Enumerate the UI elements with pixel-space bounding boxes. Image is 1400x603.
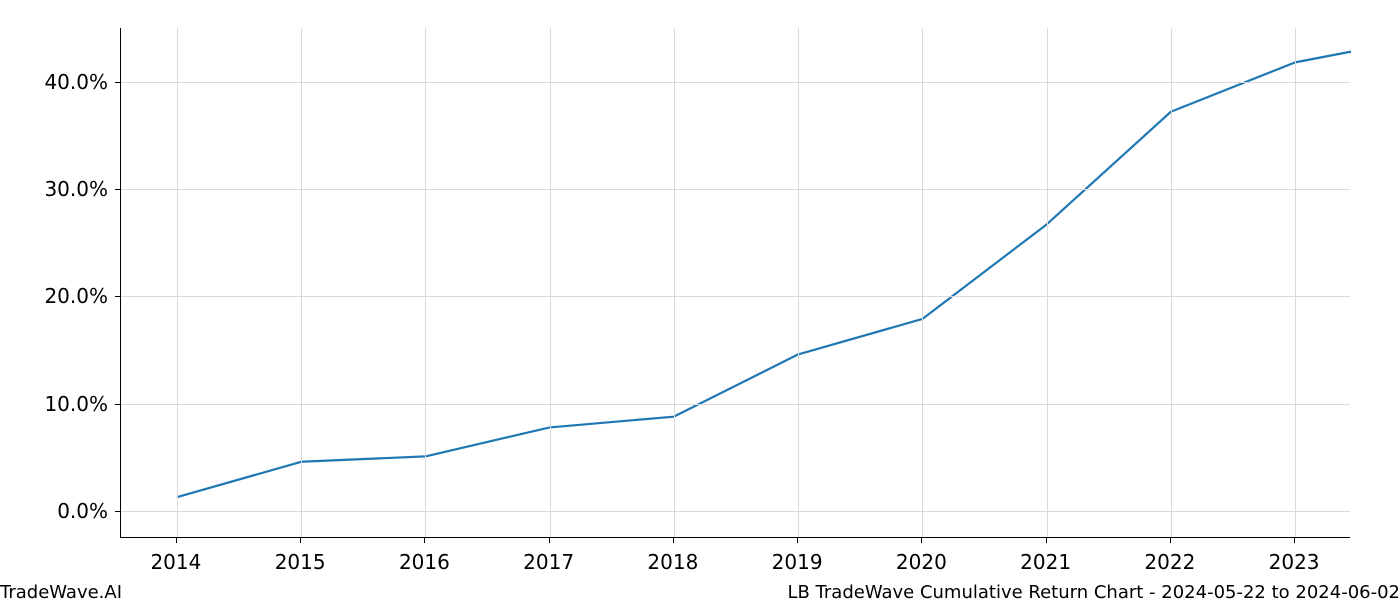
- grid-vertical: [301, 28, 302, 537]
- grid-vertical: [1171, 28, 1172, 537]
- x-tick-mark: [673, 538, 674, 543]
- grid-vertical: [425, 28, 426, 537]
- grid-vertical: [798, 28, 799, 537]
- grid-vertical: [1047, 28, 1048, 537]
- y-tick-label: 30.0%: [44, 177, 108, 201]
- x-tick-label: 2016: [399, 550, 450, 574]
- line-series-svg: [121, 28, 1351, 538]
- x-tick-mark: [921, 538, 922, 543]
- grid-horizontal: [121, 296, 1350, 297]
- y-tick-mark: [115, 296, 120, 297]
- series-cumulative-return: [177, 52, 1351, 498]
- x-tick-mark: [549, 538, 550, 543]
- x-tick-mark: [797, 538, 798, 543]
- y-tick-mark: [115, 82, 120, 83]
- x-tick-label: 2021: [1020, 550, 1071, 574]
- grid-horizontal: [121, 82, 1350, 83]
- y-tick-label: 0.0%: [57, 499, 108, 523]
- y-tick-mark: [115, 189, 120, 190]
- grid-vertical: [177, 28, 178, 537]
- x-tick-label: 2022: [1144, 550, 1195, 574]
- x-tick-label: 2018: [647, 550, 698, 574]
- grid-vertical: [922, 28, 923, 537]
- y-tick-label: 20.0%: [44, 284, 108, 308]
- x-tick-mark: [176, 538, 177, 543]
- x-tick-label: 2015: [275, 550, 326, 574]
- grid-vertical: [1295, 28, 1296, 537]
- x-tick-mark: [424, 538, 425, 543]
- x-tick-label: 2019: [772, 550, 823, 574]
- grid-horizontal: [121, 511, 1350, 512]
- x-tick-label: 2023: [1269, 550, 1320, 574]
- x-tick-label: 2014: [150, 550, 201, 574]
- x-tick-mark: [1170, 538, 1171, 543]
- return-chart: 2014 2015 2016 2017 2018 2019 2020 2021 2022 2023…: [0, 0, 1400, 600]
- grid-vertical: [550, 28, 551, 537]
- y-tick-label: 40.0%: [44, 70, 108, 94]
- plot-area: [120, 28, 1350, 538]
- y-tick-mark: [115, 511, 120, 512]
- x-tick-label: 2020: [896, 550, 947, 574]
- x-tick-mark: [1294, 538, 1295, 543]
- x-tick-mark: [1046, 538, 1047, 543]
- y-tick-label: 10.0%: [44, 392, 108, 416]
- grid-vertical: [674, 28, 675, 537]
- grid-horizontal: [121, 404, 1350, 405]
- x-tick-label: 2017: [523, 550, 574, 574]
- grid-horizontal: [121, 189, 1350, 190]
- y-tick-mark: [115, 404, 120, 405]
- x-tick-mark: [300, 538, 301, 543]
